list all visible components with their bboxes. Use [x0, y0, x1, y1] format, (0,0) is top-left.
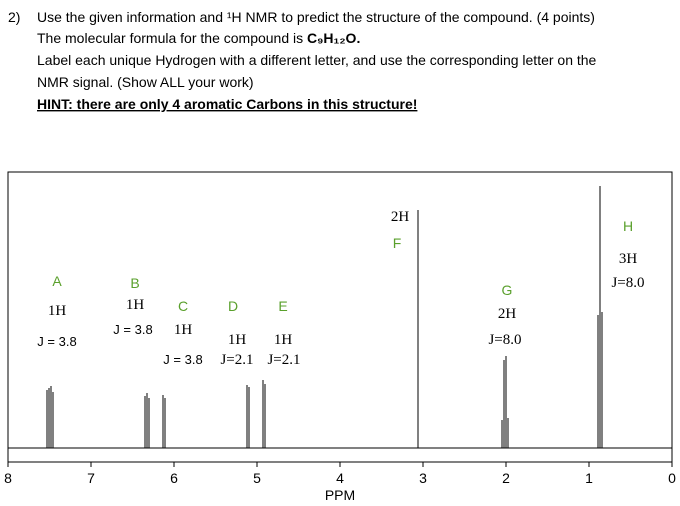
question: 2) Use the given information and ¹H NMR … [8, 9, 597, 112]
peak [162, 395, 166, 448]
integration: 1H [48, 303, 67, 319]
question-line: The molecular formula for the compound i… [37, 30, 307, 46]
coupling: J = 3.8 [37, 334, 76, 349]
annotations: A 1H J = 3.8 B 1H J = 3.8 C 1H J = 3.8 D… [37, 209, 644, 368]
x-axis-label: PPM [325, 487, 355, 503]
x-tick-label: 3 [419, 470, 427, 486]
question-number: 2) [8, 9, 20, 25]
plot-frame [7, 171, 673, 463]
peak [246, 385, 250, 448]
formula: C₉H₁₂O. [307, 30, 360, 46]
peak-letter: F [393, 235, 402, 251]
x-tick-label: 8 [4, 470, 12, 486]
x-tick-label: 6 [170, 470, 178, 486]
question-line: NMR signal. (Show ALL your work) [37, 74, 254, 90]
coupling: J=8.0 [611, 275, 644, 291]
x-tick-label: 2 [502, 470, 510, 486]
peak [46, 386, 54, 448]
peak [144, 393, 150, 448]
peak [597, 186, 603, 448]
x-tick-label: 7 [87, 470, 95, 486]
x-tick-label: 1 [585, 470, 593, 486]
integration: 1H [126, 297, 145, 313]
coupling: J = 3.8 [113, 322, 152, 337]
integration: 1H [274, 332, 293, 348]
peak [501, 356, 509, 448]
peak-letter: D [228, 298, 238, 314]
peak-letter: B [130, 275, 139, 291]
integration: 1H [228, 332, 247, 348]
hint: HINT: there are only 4 aromatic Carbons … [37, 96, 417, 112]
coupling: J=2.1 [220, 352, 253, 368]
peaks [46, 186, 603, 448]
peak-letter: E [278, 298, 287, 314]
x-tick-label: 5 [253, 470, 261, 486]
question-line: Use the given information and ¹H NMR to … [37, 9, 595, 25]
integration: 1H [174, 322, 193, 338]
peak [262, 380, 266, 448]
peak-letter: H [623, 218, 633, 234]
coupling: J = 3.8 [163, 352, 202, 367]
question-line: The molecular formula for the compound i… [37, 30, 360, 46]
coupling: J=2.1 [267, 352, 300, 368]
x-tick-label: 4 [336, 470, 344, 486]
integration: 3H [619, 251, 638, 267]
coupling: J=8.0 [488, 332, 521, 348]
peak-letter: A [52, 273, 62, 289]
spectrum: A 1H J = 3.8 B 1H J = 3.8 C 1H J = 3.8 D… [4, 171, 676, 503]
peak-letter: G [502, 282, 513, 298]
integration: 2H [498, 306, 517, 322]
integration: 2H [391, 209, 410, 225]
question-line: Label each unique Hydrogen with a differ… [37, 52, 597, 68]
x-tick-label: 0 [668, 470, 676, 486]
peak-letter: C [178, 298, 188, 314]
